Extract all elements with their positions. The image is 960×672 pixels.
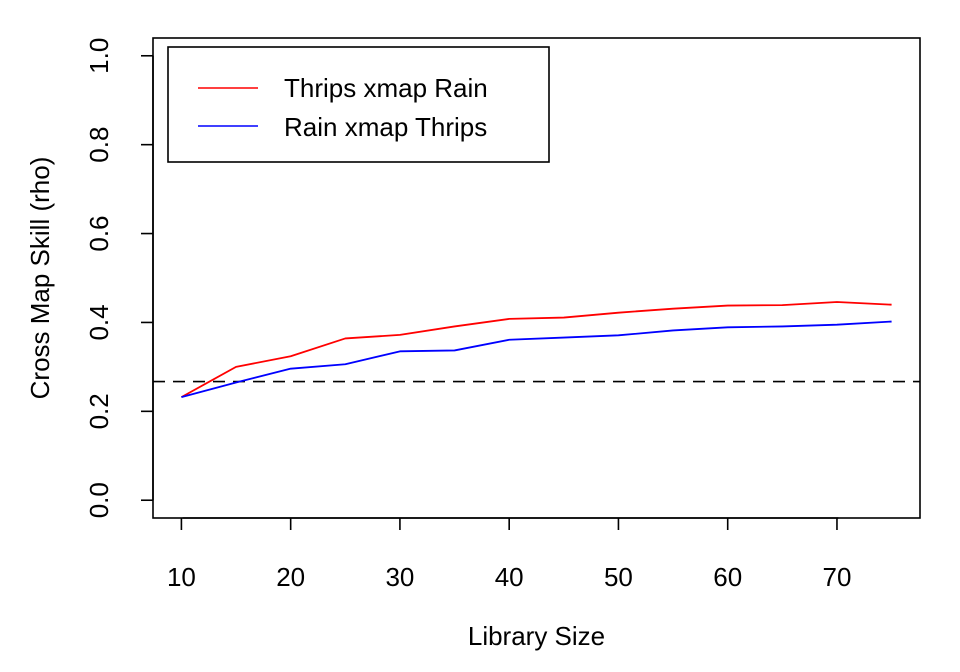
x-tick-label: 30 [385,562,414,592]
x-tick-label: 50 [604,562,633,592]
series-line-rain-xmap-thrips [181,320,892,398]
series-line-thrips-xmap-rain [180,301,892,398]
y-tick-label: 0.4 [84,304,114,340]
y-axis-title: Cross Map Skill (rho) [25,157,55,400]
x-tick-label: 40 [495,562,524,592]
y-tick-label: 1.0 [84,38,114,74]
x-axis-title: Library Size [468,621,605,651]
x-tick-label: 60 [713,562,742,592]
series-thrips-xmap-rain [180,301,892,398]
series-rain-xmap-thrips [181,320,892,398]
legend-label-thrips-xmap-rain: Thrips xmap Rain [284,73,488,103]
y-tick-label: 0.6 [84,215,114,251]
x-tick-label: 10 [167,562,196,592]
y-tick-label: 0.8 [84,127,114,163]
y-axis: 0.0 0.2 0.4 0.6 0.8 1.0 [84,38,154,518]
legend-box [167,46,550,163]
y-tick-label: 0.0 [84,482,114,518]
legend: Thrips xmap Rain Rain xmap Thrips [167,46,550,163]
x-tick-label: 20 [276,562,305,592]
series-lines [180,301,892,398]
x-axis: 10 20 30 40 50 60 70 [167,517,852,592]
legend-label-rain-xmap-thrips: Rain xmap Thrips [284,112,487,142]
y-tick-label: 0.2 [84,393,114,429]
x-tick-label: 70 [823,562,852,592]
